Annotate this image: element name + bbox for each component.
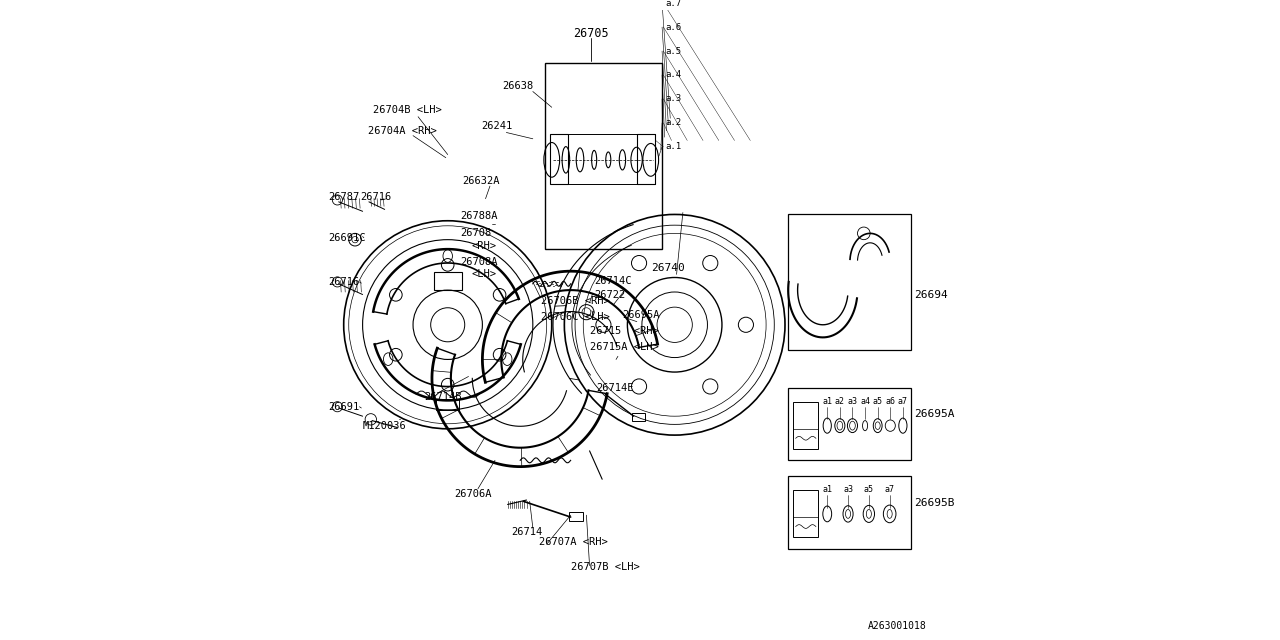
Bar [632, 413, 645, 420]
Text: 26787: 26787 [328, 193, 360, 202]
Text: 26714: 26714 [512, 527, 543, 536]
Text: 26695A: 26695A [914, 410, 955, 419]
Text: 26708A: 26708A [461, 257, 498, 267]
Text: 26788A: 26788A [461, 211, 498, 221]
Text: a1: a1 [822, 486, 832, 495]
Text: a.5: a.5 [666, 47, 681, 56]
Text: 26694: 26694 [914, 289, 948, 300]
Bar [788, 214, 911, 350]
Text: 26706B <RH>: 26706B <RH> [541, 296, 609, 306]
Bar [788, 388, 911, 460]
Text: 26716: 26716 [361, 193, 392, 202]
Text: a.3: a.3 [666, 95, 681, 104]
Text: 26707A <RH>: 26707A <RH> [539, 538, 608, 547]
Text: a3: a3 [847, 397, 858, 406]
Text: 26714C: 26714C [595, 276, 632, 285]
Text: 26704B <LH>: 26704B <LH> [374, 106, 442, 115]
Text: 26241: 26241 [481, 121, 512, 131]
Bar [788, 476, 911, 548]
Bar [570, 512, 584, 522]
Text: 26706C <LH>: 26706C <LH> [541, 312, 609, 322]
Text: <RH>: <RH> [471, 241, 497, 251]
Text: 26707B <LH>: 26707B <LH> [571, 563, 640, 573]
Text: a.4: a.4 [666, 70, 681, 79]
Text: 26716: 26716 [328, 277, 360, 287]
Text: 26714E: 26714E [596, 383, 634, 393]
Text: 26722: 26722 [595, 289, 626, 300]
Text: 26704A <RH>: 26704A <RH> [367, 125, 436, 136]
Bar [434, 273, 462, 290]
Text: a7: a7 [884, 486, 895, 495]
Text: 26695B: 26695B [914, 497, 955, 508]
Text: a5: a5 [873, 397, 883, 406]
Text: a.6: a.6 [666, 22, 681, 31]
Text: <LH>: <LH> [471, 269, 497, 279]
Text: 26708: 26708 [461, 228, 492, 237]
Bar [794, 402, 818, 449]
Text: 26706A: 26706A [454, 489, 492, 499]
Bar [550, 134, 568, 184]
Text: 26715  <RH>: 26715 <RH> [590, 326, 658, 336]
Text: 26632A: 26632A [462, 176, 499, 186]
Text: a5: a5 [864, 486, 874, 495]
Text: 26691: 26691 [328, 402, 360, 412]
Text: a1: a1 [822, 397, 832, 406]
Bar [545, 63, 662, 249]
Text: a7: a7 [897, 397, 908, 406]
Text: A263001018: A263001018 [868, 621, 927, 631]
Text: M120036: M120036 [362, 420, 406, 431]
Text: a4: a4 [860, 397, 870, 406]
Text: 26705: 26705 [573, 27, 608, 40]
Bar [637, 134, 654, 184]
Text: 26740: 26740 [652, 263, 685, 273]
Text: a6: a6 [886, 397, 895, 406]
Text: 26714B: 26714B [425, 392, 462, 403]
Text: a.2: a.2 [666, 118, 681, 127]
Text: a2: a2 [835, 397, 845, 406]
Text: a.7: a.7 [666, 0, 681, 8]
Bar [436, 399, 460, 410]
Text: 26715A <LH>: 26715A <LH> [590, 342, 658, 352]
Text: 26691C: 26691C [328, 233, 365, 243]
Text: a.1: a.1 [666, 142, 681, 151]
Text: a3: a3 [844, 486, 852, 495]
Text: 26695A: 26695A [622, 310, 660, 320]
Text: 26638: 26638 [503, 81, 534, 92]
Bar [794, 490, 818, 537]
